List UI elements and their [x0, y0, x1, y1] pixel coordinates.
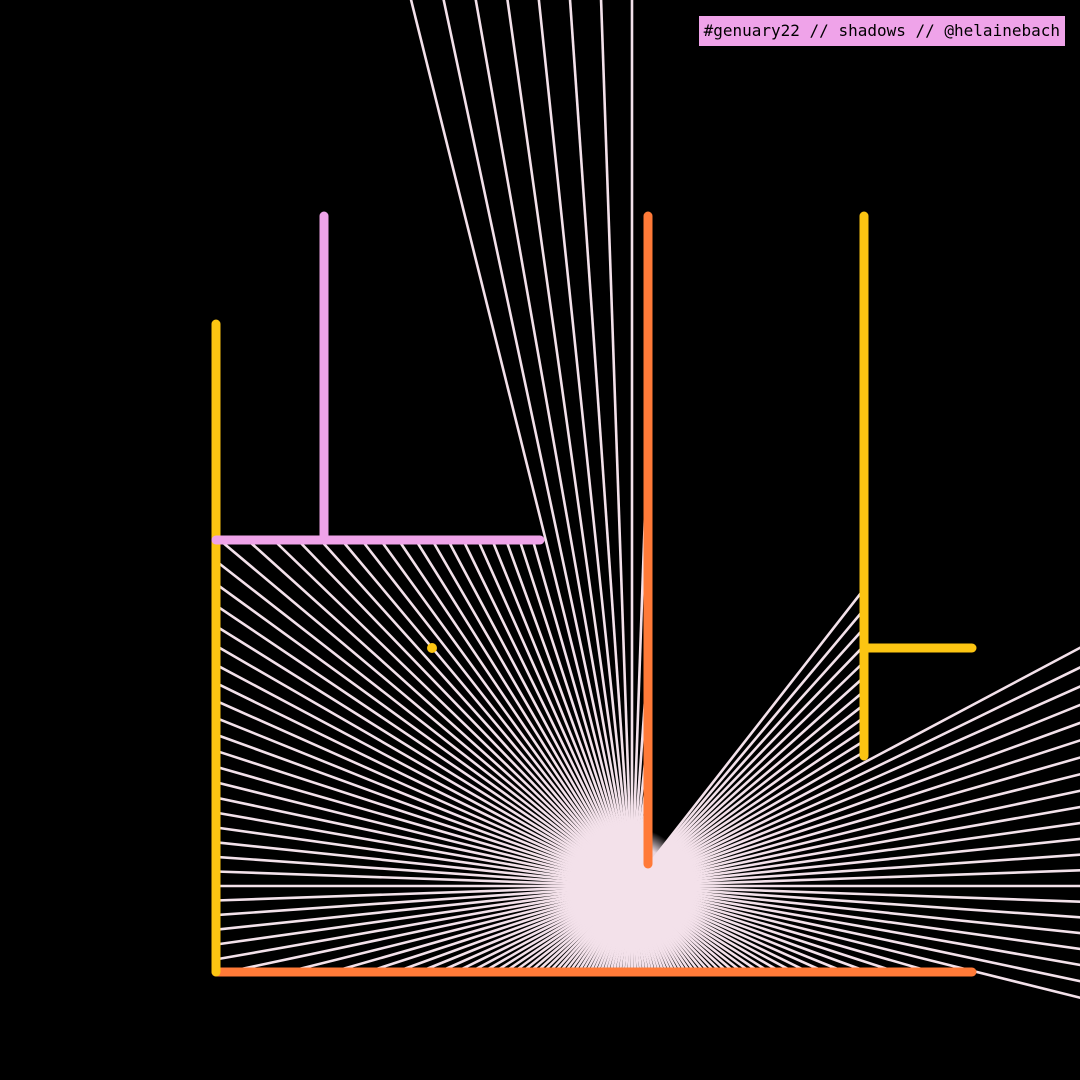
shadow-ray	[319, 539, 633, 887]
shadow-ray	[215, 781, 633, 888]
shadow-ray	[631, 608, 865, 887]
shadow-ray	[409, 0, 634, 887]
shadow-ray	[286, 884, 633, 974]
shadow-ray	[296, 539, 633, 887]
shadow-ray	[215, 884, 633, 902]
shadow-ray	[215, 663, 633, 888]
shadow-ray	[215, 749, 633, 888]
shadow-ray	[215, 604, 633, 888]
shadow-ray	[414, 539, 634, 887]
shadow-ray	[215, 559, 633, 888]
shadow-ray	[518, 539, 634, 887]
shadow-ray	[531, 539, 634, 887]
shadow-ray	[215, 855, 633, 888]
shadow-ray	[215, 644, 633, 888]
light-source	[574, 828, 690, 944]
shadow-ray	[215, 624, 633, 888]
yellow-dot	[427, 643, 437, 653]
shadow-ray	[227, 884, 633, 974]
shadow-ray	[340, 539, 633, 887]
shadow-ray	[476, 539, 634, 887]
shadow-ray	[431, 539, 634, 887]
shadow-ray	[215, 884, 633, 931]
shadow-ray	[215, 811, 633, 888]
shadow-ray	[379, 539, 634, 887]
shadow-ray	[490, 539, 634, 887]
shadow-ray	[215, 716, 633, 888]
shadow-ray	[630, 588, 866, 887]
shadow-ray	[504, 539, 634, 887]
shadow-ray	[474, 0, 634, 887]
shadow-ray	[506, 0, 634, 887]
shadow-ray	[397, 539, 634, 887]
shadow-ray	[272, 539, 633, 887]
shadow-ray	[568, 0, 634, 887]
shadow-ray	[215, 884, 633, 917]
shadow-ray	[215, 884, 633, 946]
shadow-ray	[215, 796, 633, 888]
shadow-ray	[218, 539, 633, 887]
shadow-ray	[537, 0, 634, 887]
shadow-ray	[462, 539, 634, 887]
shadow-ray	[215, 884, 633, 961]
shadow-ray	[215, 841, 633, 888]
shadow-ray	[215, 681, 633, 888]
shadow-ray	[215, 765, 633, 888]
shadow-ray	[442, 0, 634, 887]
shadow-ray	[631, 646, 1080, 888]
shadow-ray	[360, 539, 634, 887]
walls	[211, 211, 977, 977]
shadow-ray	[246, 539, 633, 887]
shadow-ray	[599, 0, 634, 887]
shadow-ray	[215, 733, 633, 888]
shadow-ray	[446, 539, 634, 887]
caption-label: #genuary22 // shadows // @helainebach	[698, 16, 1065, 46]
shadow-ray	[215, 699, 633, 888]
shadow-ray	[215, 870, 633, 888]
shadow-ray	[215, 582, 633, 888]
shadow-ray	[215, 826, 633, 888]
